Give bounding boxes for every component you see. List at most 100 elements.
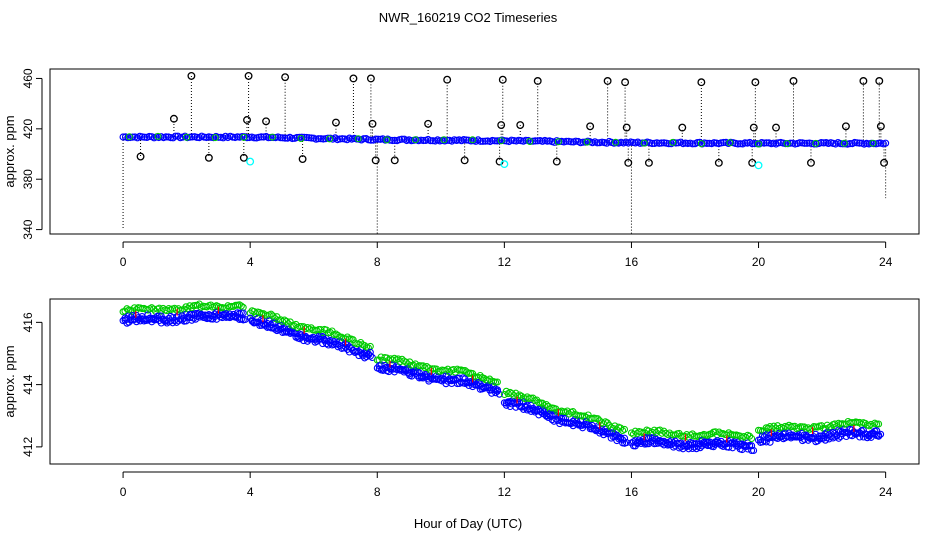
top-sample-point xyxy=(167,134,175,142)
top-sample-point xyxy=(522,136,530,144)
top-sample-point xyxy=(386,136,394,144)
top-x-axis: 0 4 8 12 16 20 24 xyxy=(120,241,893,269)
bottom-y-axis-label: approx. ppm xyxy=(2,345,17,417)
top-sample-point xyxy=(336,135,344,143)
top-outlier-point xyxy=(187,71,196,80)
top-x-tick-label: 0 xyxy=(120,255,127,269)
bottom-plot-frame xyxy=(49,298,920,465)
top-sample-point xyxy=(429,137,437,145)
top-sample-point xyxy=(479,137,487,145)
top-outlier-point xyxy=(204,153,213,162)
bottom-green-point xyxy=(620,425,629,433)
top-sample-point xyxy=(295,133,303,141)
top-outlier-point xyxy=(772,123,780,132)
top-panel: 0 4 8 12 16 20 24 340 380 420 460 approx. ppm xyxy=(2,68,920,269)
top-sample-point xyxy=(338,135,346,143)
top-outlier-point xyxy=(622,123,631,132)
top-outlier-point xyxy=(807,158,815,167)
bottom-sample-point xyxy=(835,434,843,442)
top-sample-point xyxy=(264,134,272,142)
bottom-x-tick-label: 12 xyxy=(498,485,512,499)
top-flag-point xyxy=(612,138,620,146)
top-plot-frame xyxy=(49,68,920,235)
top-sample-point xyxy=(648,139,656,148)
bottom-green-point xyxy=(267,310,275,318)
top-x-tick-label: 8 xyxy=(374,255,381,269)
top-flag-point xyxy=(240,133,248,141)
top-outlier-point xyxy=(332,118,340,127)
bottom-green-point xyxy=(748,434,756,443)
top-sample-point xyxy=(562,137,570,145)
top-y-axis: 340 380 420 460 xyxy=(21,68,43,240)
top-outlier-point xyxy=(586,122,595,131)
bottom-sample-point xyxy=(364,350,372,358)
bottom-green-point xyxy=(584,411,592,419)
top-sample-point xyxy=(293,133,301,142)
bottom-sample-point xyxy=(584,421,592,429)
top-outlier-point xyxy=(368,119,377,128)
top-flag-point xyxy=(554,138,562,146)
bottom-sample-point xyxy=(495,390,503,398)
top-sample-point xyxy=(214,133,222,141)
top-sample-point xyxy=(855,139,864,147)
top-sample-point xyxy=(162,133,170,141)
top-sample-point xyxy=(279,134,287,142)
top-sample-point xyxy=(298,133,306,141)
bottom-sample-point xyxy=(239,309,247,317)
bottom-sample-point xyxy=(178,316,186,324)
top-flag-point xyxy=(526,138,534,145)
top-flag-point xyxy=(869,139,877,147)
bottom-green-point xyxy=(688,430,697,438)
top-y-tick-label: 460 xyxy=(21,68,35,88)
bottom-green-point xyxy=(875,420,883,428)
bottom-sample-point xyxy=(366,352,374,360)
top-outlier-point xyxy=(603,77,612,85)
top-flag-point xyxy=(183,133,191,141)
top-sample-point xyxy=(853,139,861,147)
top-flag-point xyxy=(268,133,276,141)
top-sample-point xyxy=(186,133,194,141)
top-outlier-point xyxy=(460,156,469,165)
top-flag-point xyxy=(783,140,791,148)
top-outlier-point xyxy=(748,158,757,167)
top-cyan-point xyxy=(246,157,255,166)
bottom-sample-point xyxy=(561,414,569,422)
top-sample-point xyxy=(374,135,382,143)
top-sample-point xyxy=(750,140,759,148)
bottom-sample-point xyxy=(622,439,631,447)
bottom-sample-point xyxy=(652,435,660,443)
bottom-green-point xyxy=(237,302,245,310)
top-outlier-point xyxy=(789,77,798,85)
top-flag-point xyxy=(440,136,448,144)
top-sample-point xyxy=(820,139,828,147)
top-sample-point xyxy=(129,133,137,141)
top-flag-point xyxy=(211,134,219,142)
top-sample-point xyxy=(796,139,804,147)
top-sample-point xyxy=(657,139,666,147)
bottom-sample-point xyxy=(620,434,629,442)
top-sample-point xyxy=(288,134,296,143)
top-flag-point xyxy=(497,137,505,145)
top-sample-point xyxy=(372,135,380,143)
top-flag-point xyxy=(469,136,477,144)
bottom-green-point xyxy=(390,354,398,362)
top-outlier-point xyxy=(875,77,884,85)
top-flag-point xyxy=(411,136,419,144)
top-outlier-point xyxy=(262,117,271,126)
top-sample-point xyxy=(672,139,680,147)
top-x-tick-label: 16 xyxy=(625,255,639,269)
top-sample-point xyxy=(567,138,575,146)
top-outlier-point xyxy=(533,77,542,85)
bottom-green-point xyxy=(343,333,351,341)
top-sample-point xyxy=(145,132,153,141)
top-flag-point xyxy=(154,132,162,140)
top-y-tick-label: 340 xyxy=(21,219,35,239)
top-y-tick-label: 380 xyxy=(21,169,35,189)
top-flag-point xyxy=(383,136,391,144)
bottom-sample-point xyxy=(540,408,548,416)
top-sample-point xyxy=(367,136,375,144)
top-sample-point xyxy=(257,133,265,141)
bottom-x-tick-label: 4 xyxy=(247,485,254,499)
top-outlier-point xyxy=(751,78,760,87)
